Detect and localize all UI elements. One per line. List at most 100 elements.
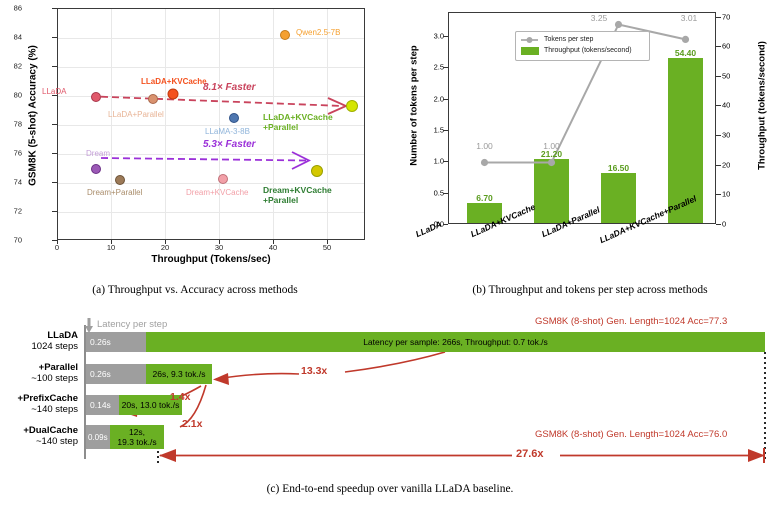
y-tick-right-20: 20 (722, 160, 731, 170)
y-tick-left-0-0: 0.0 (433, 219, 444, 229)
x-tick-40: 40 (268, 243, 278, 252)
latency-seg-parallel: 0.26s (86, 364, 146, 384)
y-tick-left-1-0: 1.0 (433, 156, 444, 166)
x-tick-30: 30 (214, 243, 224, 252)
row-name-prefixcache: +PrefixCache (17, 393, 78, 404)
panel-b-plot-area: 6.70 21.20 16.50 54.40 1.00 1.00 3.25 3.… (448, 12, 716, 224)
point-llada-kvcache[interactable] (167, 88, 178, 100)
row-name-parallel: +Parallel (38, 362, 78, 373)
point-dream[interactable] (90, 163, 101, 174)
panel-a-plot-area: LLaDA LLaDA+Parallel LLaDA+KVCache Qwen2… (42, 8, 365, 240)
bar-value-llada: 6.70 (476, 193, 493, 203)
line-value-llada-kvcache-parallel: 3.01 (680, 13, 698, 23)
bar-llada-parallel[interactable] (601, 173, 636, 223)
line-value-llada-kvcache: 1.00 (543, 141, 560, 151)
label-llada-parallel: LLaDA+Parallel (108, 110, 164, 119)
legend-label-throughput: Throughput (tokens/second) (544, 47, 632, 54)
panel-a-y-axis-label: GSM8K (5-shot) Accuracy (%) (27, 45, 39, 186)
label-llada: LLaDA (42, 87, 67, 96)
latency-seg-prefixcache: 0.14s (86, 395, 119, 415)
annotation-8x-faster: 8.1× Faster (203, 82, 256, 93)
note-top-accuracy: GSM8K (8-shot) Gen. Length=1024 Acc=77.3 (535, 316, 728, 327)
bar-value-llada-kvcache: 21.20 (540, 149, 563, 159)
point-dream-parallel[interactable] (115, 175, 126, 186)
y-tick-right-50: 50 (722, 71, 731, 81)
caption-c: (c) End-to-end speedup over vanilla LLaD… (266, 483, 514, 495)
annotation-5x-faster: 5.3× Faster (203, 139, 256, 150)
row-label-llada: LLaDA 1024 steps (0, 330, 78, 352)
panel-a-scatter-chart: GSM8K (5-shot) Accuracy (%) 86 84 82 80 … (0, 0, 390, 282)
legend-marker-line (521, 37, 539, 55)
panel-b-legend: Tokens per step Throughput (tokens/secon… (515, 31, 650, 61)
x-tick-0: 0 (54, 243, 60, 252)
bar-llada-kvcache[interactable] (534, 158, 569, 223)
bar-value-llada-parallel: 16.50 (607, 163, 630, 173)
panel-c-overlay (85, 318, 766, 464)
row-steps-prefixcache: ~140 steps (31, 404, 78, 415)
x-tick-50: 50 (322, 243, 332, 252)
row-steps-dualcache: ~140 step (36, 436, 78, 447)
row-steps-parallel: ~100 steps (31, 373, 78, 384)
bar-value-llada-kvcache-parallel: 54.40 (674, 48, 697, 58)
label-llada-kvcache-parallel: LLaDA+KVCache +Parallel (263, 112, 333, 132)
point-llada-kvcache-parallel[interactable] (345, 99, 358, 112)
point-dream-kvcache-parallel[interactable] (311, 165, 324, 178)
y-tick-right-0: 0 (722, 219, 727, 229)
y-tick-left-2-0: 2.0 (433, 94, 444, 104)
bar-seg-dualcache: 12s, 19.3 tok./s (110, 425, 164, 449)
x-tick-10: 10 (106, 243, 116, 252)
latency-per-step-note: Latency per step (97, 319, 168, 330)
y-tick-right-60: 60 (722, 41, 731, 51)
y-tick-right-40: 40 (722, 100, 731, 110)
row-name-dualcache: +DualCache (23, 425, 78, 436)
panel-c-speedup-chart: Latency per step LLaDA 1024 steps 0.26s … (0, 315, 780, 475)
y-tick-left-1-5: 1.5 (433, 125, 444, 135)
label-qwen25-7b: Qwen2.5-7B (296, 28, 341, 37)
row-name-llada: LLaDA (47, 330, 78, 341)
bar-llada-kvcache-parallel[interactable] (668, 58, 703, 223)
point-llada[interactable] (90, 91, 101, 102)
y-tick-right-70: 70 (722, 12, 731, 22)
y-tick-72: 72 (13, 206, 22, 216)
row-steps-llada: 1024 steps (31, 341, 78, 352)
x-tick-20: 20 (160, 243, 170, 252)
latency-seg-dualcache: 0.09s (86, 425, 110, 449)
bar-seg-dualcache-line2: 19.3 tok./s (117, 437, 157, 447)
label-llama-3-8b: LLaMA-3-8B (205, 127, 250, 136)
row-label-prefixcache: +PrefixCache ~140 steps (0, 393, 78, 415)
label-dream-parallel: Dream+Parallel (87, 188, 143, 197)
y-tick-78: 78 (13, 119, 22, 129)
note-bottom-accuracy: GSM8K (8-shot) Gen. Length=1024 Acc=76.0 (535, 429, 728, 440)
tokens-per-step-line (480, 20, 690, 167)
y-tick-70: 70 (13, 235, 22, 245)
bar-llada[interactable] (467, 202, 502, 223)
caption-a: (a) Throughput vs. Accuracy across metho… (92, 284, 298, 296)
row-label-parallel: +Parallel ~100 steps (0, 362, 78, 384)
y-tick-82: 82 (13, 61, 22, 71)
label-llada-kvcache: LLaDA+KVCache (141, 77, 207, 86)
y-tick-84: 84 (13, 32, 22, 42)
point-qwen25-7b[interactable] (279, 30, 290, 41)
y-tick-74: 74 (13, 177, 22, 187)
legend-label-tokens-per-step: Tokens per step (544, 36, 594, 43)
y-tick-right-10: 10 (722, 189, 731, 199)
y-tick-left-0-5: 0.5 (433, 188, 444, 198)
panel-b-bar-chart: Number of tokens per step Throughput (to… (390, 0, 780, 282)
y-tick-80: 80 (13, 90, 22, 100)
label-dream-kvcache: Dream+KVCache (186, 188, 249, 197)
label-dream-kvcache-parallel: Dream+KVCache +Parallel (263, 185, 332, 205)
y-tick-left-2-5: 2.5 (433, 62, 444, 72)
row-label-dualcache: +DualCache ~140 step (0, 425, 78, 447)
point-llama-3-8b[interactable] (228, 112, 239, 123)
point-llada-parallel[interactable] (147, 93, 158, 104)
speedup-13-3x: 13.3x (301, 365, 328, 377)
bar-seg-llada: Latency per sample: 266s, Throughput: 0.… (146, 332, 765, 352)
latency-axis-line (84, 325, 86, 459)
bar-seg-dualcache-line1: 12s, (128, 427, 146, 437)
line-value-llada: 1.00 (476, 141, 493, 151)
bar-seg-parallel: 26s, 9.3 tok./s (146, 364, 212, 384)
line-value-llada-parallel: 3.25 (590, 13, 608, 23)
point-dream-kvcache[interactable] (217, 173, 228, 184)
speedup-2-1x: 2.1x (182, 418, 203, 430)
speedup-1-4x: 1.4x (170, 391, 191, 403)
